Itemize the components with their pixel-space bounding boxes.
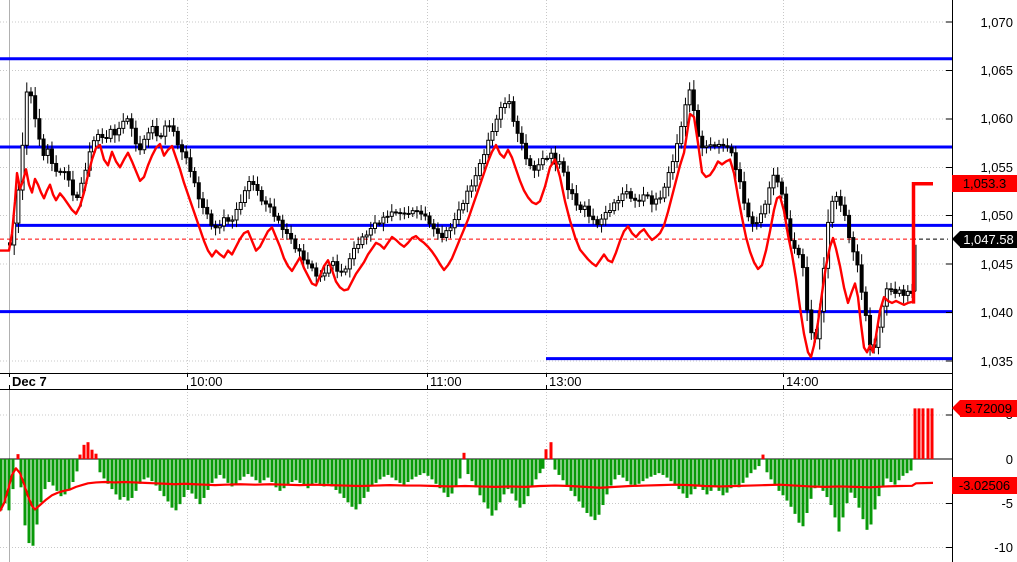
time-axis-label: 14:00 — [786, 374, 819, 389]
price-axis-label: 1,055 — [980, 159, 1013, 175]
prev-close-tag-arrow-icon — [952, 231, 960, 248]
time-axis-label: 10:00 — [190, 374, 223, 389]
indicator-axis-label: -5 — [1001, 495, 1013, 511]
price-axis-label: 1,065 — [980, 62, 1013, 78]
histogram-tag-value: 5.72009 — [960, 399, 1017, 417]
signal-tag-value: -3.02506 — [952, 477, 1017, 495]
indicator-signal-line-layer — [0, 467, 934, 512]
indicator-axis-label: -10 — [994, 540, 1013, 555]
last-price-tag-value: 1,053.3 — [952, 175, 1017, 193]
signal-value-tag: -3.02506 — [952, 477, 1017, 495]
time-axis-label: Dec 7 — [12, 374, 47, 389]
price-axis-label: 1,035 — [980, 353, 1013, 369]
prev-close-tag: 1,047.58 — [952, 230, 1017, 248]
indicator-histogram-layer — [0, 408, 934, 546]
price-axis-label: 1,070 — [980, 14, 1013, 30]
price-axis-label: 1,045 — [980, 256, 1013, 272]
time-axis-label: 11:00 — [430, 374, 462, 389]
overlay-price-line-layer — [0, 112, 933, 359]
time-axis-label: 13:00 — [549, 374, 582, 389]
price-axis-label: 1,060 — [980, 111, 1013, 127]
prev-close-tag-value: 1,047.58 — [960, 230, 1017, 248]
histogram-value-tag: 5.72009 — [952, 399, 1017, 417]
indicator-axis-label: 0 — [1005, 451, 1013, 467]
blue-level-lines-layer — [0, 57, 952, 361]
price-axis-label: 1,040 — [980, 305, 1013, 321]
candles-layer — [8, 80, 917, 356]
price-axis-label: 1,050 — [980, 208, 1013, 224]
histogram-tag-arrow-icon — [952, 400, 960, 417]
axis-frame-layer — [0, 0, 953, 562]
last-price-tag: 1,053.3 — [952, 175, 1017, 193]
